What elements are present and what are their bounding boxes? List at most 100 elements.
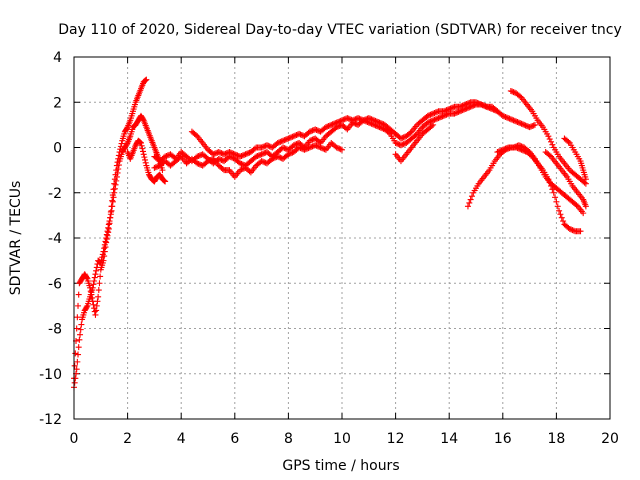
data-point: [91, 308, 98, 315]
data-point: [529, 123, 536, 130]
data-point: [194, 153, 201, 160]
data-point: [436, 114, 443, 121]
x-tick-labels: 0 2 4 6 8 10 12 14 16 18 20: [70, 431, 619, 447]
data-point: [510, 117, 517, 124]
data-point: [426, 112, 433, 119]
data-point: [143, 76, 150, 83]
x-tick-label: 10: [333, 431, 351, 447]
data-point: [478, 101, 485, 108]
x-tick-label: 4: [177, 431, 186, 447]
data-point: [582, 176, 589, 183]
data-point: [206, 157, 213, 164]
data-point: [434, 115, 441, 122]
data-point: [211, 150, 218, 157]
data-point: [334, 145, 341, 152]
data-point: [75, 351, 82, 358]
data-point: [333, 144, 340, 151]
data-point: [503, 114, 510, 121]
data-point: [75, 302, 82, 309]
data-point: [274, 153, 281, 160]
y-tick-label: -2: [48, 186, 62, 202]
x-tick-label: 20: [601, 431, 619, 447]
data-point: [278, 155, 285, 162]
data-point: [281, 145, 288, 152]
data-point: [443, 107, 450, 114]
data-point: [255, 152, 262, 159]
data-point: [262, 159, 269, 166]
data-point: [397, 142, 404, 149]
data-point: [294, 140, 301, 147]
data-point: [215, 149, 222, 156]
data-point: [431, 109, 438, 116]
data-point: [290, 133, 297, 140]
data-point: [103, 239, 110, 246]
data-point: [293, 132, 300, 139]
data-point: [507, 87, 514, 94]
data-point: [313, 126, 320, 133]
data-point: [272, 154, 278, 161]
data-point: [546, 152, 553, 159]
data-point: [347, 116, 354, 123]
data-point: [501, 146, 508, 153]
data-point: [83, 274, 90, 281]
data-point: [270, 155, 277, 162]
data-point: [339, 146, 345, 153]
series-track-8: [464, 144, 584, 235]
data-point: [107, 214, 114, 221]
y-tick-label: -8: [48, 322, 62, 338]
data-point: [521, 121, 528, 128]
y-tick-label: 0: [53, 141, 62, 157]
data-point: [466, 99, 473, 106]
data-point: [448, 104, 455, 111]
data-point: [101, 248, 108, 255]
data-point: [322, 124, 329, 131]
data-point: [219, 165, 226, 172]
data-point: [142, 77, 149, 84]
data-point: [356, 115, 363, 122]
y-axis-label: SDTVAR / TECUs: [8, 181, 24, 296]
data-point: [140, 148, 147, 155]
data-point: [229, 150, 236, 157]
data-point: [334, 119, 341, 126]
data-point: [106, 220, 113, 227]
data-point: [530, 122, 537, 129]
data-point: [332, 120, 339, 127]
data-point: [373, 118, 380, 125]
data-point: [278, 138, 285, 145]
data-point: [427, 118, 434, 125]
data-point: [258, 144, 265, 151]
data-point: [97, 273, 104, 280]
data-point: [513, 118, 520, 125]
data-point: [159, 167, 166, 174]
data-point: [195, 160, 202, 167]
x-tick-label: 16: [494, 431, 512, 447]
data-point: [510, 89, 517, 96]
data-point: [176, 154, 183, 161]
data-point: [207, 156, 214, 163]
y-tick-label: -12: [39, 412, 62, 428]
data-point: [74, 358, 81, 365]
data-point: [115, 155, 122, 162]
data-point: [522, 122, 529, 129]
data-point: [290, 142, 297, 149]
data-point: [494, 149, 501, 156]
data-point: [162, 178, 169, 185]
data-point: [468, 193, 475, 200]
data-point: [353, 121, 360, 128]
data-point: [581, 179, 588, 186]
data-point: [460, 102, 467, 109]
data-point: [90, 301, 97, 308]
data-point: [198, 162, 205, 169]
data-point: [550, 189, 557, 196]
data-point: [217, 149, 224, 156]
data-point: [462, 101, 469, 108]
data-point: [517, 120, 524, 127]
data-point: [284, 136, 291, 143]
data-point: [245, 150, 252, 157]
data-point: [308, 143, 315, 150]
data-point: [426, 119, 433, 126]
data-point: [313, 142, 320, 149]
data-point: [513, 143, 520, 150]
data-point: [213, 150, 220, 157]
data-point: [577, 228, 584, 235]
